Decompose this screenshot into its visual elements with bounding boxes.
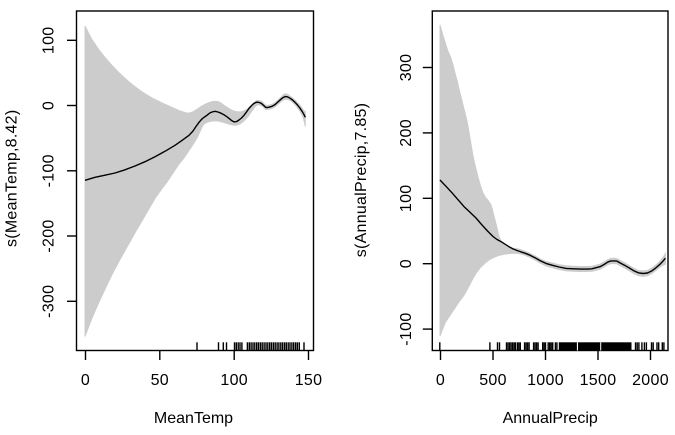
svg-text:200: 200	[398, 119, 415, 147]
svg-text:0: 0	[81, 372, 90, 389]
svg-text:0: 0	[436, 372, 445, 389]
svg-text:MeanTemp: MeanTemp	[154, 410, 233, 427]
svg-text:300: 300	[398, 54, 415, 82]
svg-text:500: 500	[479, 372, 507, 389]
svg-text:50: 50	[151, 372, 169, 389]
svg-text:0: 0	[398, 259, 415, 268]
svg-text:1000: 1000	[527, 372, 564, 389]
svg-text:100: 100	[220, 372, 248, 389]
svg-text:-200: -200	[40, 219, 57, 252]
svg-text:s(MeanTemp,8.42): s(MeanTemp,8.42)	[4, 110, 21, 247]
svg-text:-100: -100	[398, 312, 415, 345]
svg-text:2000: 2000	[632, 372, 669, 389]
svg-text:-100: -100	[40, 154, 57, 187]
svg-text:-300: -300	[40, 285, 57, 318]
svg-text:s(AnnualPrecip,7.85): s(AnnualPrecip,7.85)	[353, 103, 370, 257]
svg-text:100: 100	[40, 26, 57, 54]
svg-text:150: 150	[295, 372, 323, 389]
svg-text:AnnualPrecip: AnnualPrecip	[503, 410, 598, 427]
svg-text:100: 100	[398, 184, 415, 212]
svg-text:0: 0	[40, 101, 57, 110]
svg-text:1500: 1500	[580, 372, 617, 389]
